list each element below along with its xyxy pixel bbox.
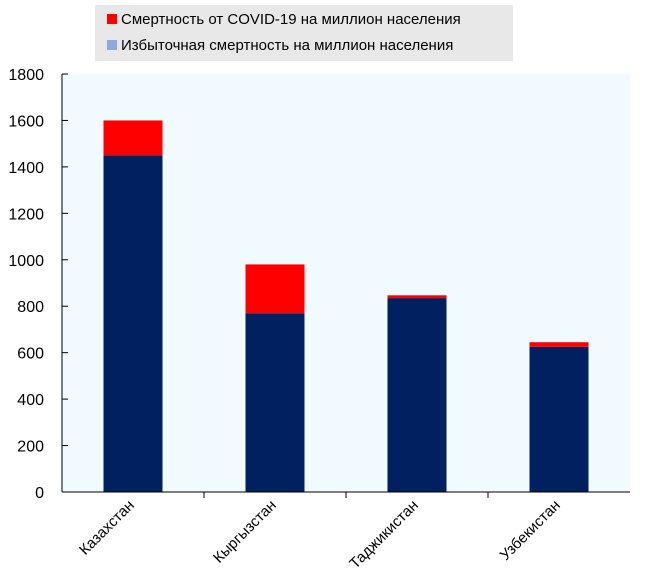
y-tick-label: 600 (17, 346, 44, 363)
bar-excess-mortality (529, 346, 589, 492)
y-tick-label: 1000 (8, 253, 44, 270)
legend-box (95, 5, 513, 61)
x-tick-label: Кыргызстан (210, 497, 280, 567)
bar-covid-mortality (245, 264, 305, 314)
legend-swatch (107, 14, 117, 24)
y-tick-label: 1800 (8, 67, 44, 84)
bars (103, 120, 589, 492)
y-tick-label: 1600 (8, 113, 44, 130)
bar-excess-mortality (387, 298, 447, 492)
y-tick-label: 800 (17, 299, 44, 316)
bar-excess-mortality (245, 313, 305, 492)
legend-label: Избыточная смертность на миллион населен… (121, 37, 453, 54)
x-tick-label: Узбекистан (497, 497, 564, 564)
legend-label: Смертность от COVID-19 на миллион населе… (121, 11, 461, 28)
bar-covid-mortality (387, 295, 447, 299)
y-tick-label: 0 (35, 485, 44, 502)
x-tick-label: Таджикистан (346, 497, 421, 572)
bar-covid-mortality (529, 342, 589, 347)
y-tick-label: 1200 (8, 206, 44, 223)
legend: Смертность от COVID-19 на миллион населе… (95, 5, 513, 61)
legend-swatch (107, 40, 117, 50)
y-tick-label: 400 (17, 392, 44, 409)
x-tick-label: Казахстан (76, 497, 138, 559)
y-tick-label: 1400 (8, 160, 44, 177)
bar-covid-mortality (103, 120, 163, 156)
y-tick-label: 200 (17, 439, 44, 456)
bar-excess-mortality (103, 155, 163, 492)
